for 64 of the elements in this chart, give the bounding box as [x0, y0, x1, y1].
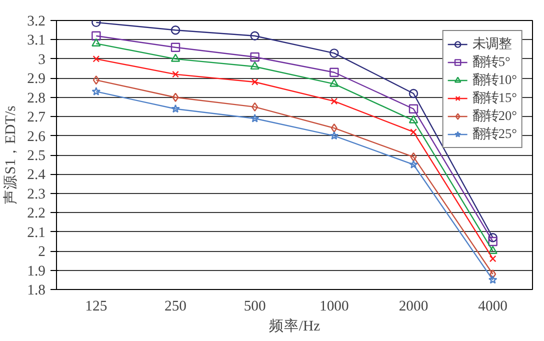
y-tick-label: 2.8 — [27, 90, 46, 106]
legend-label: 翻转20° — [472, 107, 517, 125]
y-tick-label: 3.1 — [27, 32, 46, 49]
x-tick-label: 500 — [244, 298, 266, 314]
y-tick-label: 1.8 — [27, 282, 46, 298]
point — [92, 56, 100, 62]
point — [410, 128, 417, 136]
point — [408, 88, 418, 98]
point — [92, 38, 101, 46]
y-tick-label: 2.4 — [27, 167, 46, 184]
point — [172, 92, 179, 102]
point — [490, 270, 496, 279]
x-tick-label: 250 — [164, 298, 186, 314]
y-tick-label: 3.2 — [27, 14, 46, 30]
point — [488, 236, 498, 246]
y-axis-title: 声源S1，EDT/s — [2, 105, 20, 204]
point — [92, 31, 101, 40]
point — [488, 246, 498, 254]
y-tick-label: 1.9 — [27, 263, 46, 280]
y-tick-label: 2.5 — [27, 148, 46, 164]
y-tick-label: 2.9 — [27, 71, 46, 88]
y-tick-label: 2 — [38, 244, 46, 260]
x-tick-label: 1000 — [320, 298, 349, 314]
y-tick-label: 2.2 — [27, 206, 46, 222]
legend-label: 翻转25° — [472, 125, 517, 143]
point — [408, 104, 418, 114]
y-tick-label: 2.1 — [27, 224, 46, 241]
x-tick-label: 4000 — [478, 298, 508, 314]
point — [409, 160, 418, 168]
legend-label: 翻转10° — [472, 71, 517, 89]
point — [330, 78, 339, 87]
point — [330, 98, 338, 105]
point — [410, 152, 417, 162]
point — [250, 61, 260, 70]
point — [408, 115, 418, 124]
point — [250, 52, 260, 62]
point — [170, 42, 180, 52]
point — [489, 255, 496, 262]
point — [330, 131, 339, 140]
legend-label: 翻转5° — [472, 53, 510, 71]
legend-label: 未调整 — [472, 35, 512, 53]
y-tick-label: 3 — [38, 52, 46, 68]
point — [172, 70, 179, 78]
legend-label: 翻转15° — [472, 89, 517, 107]
point — [250, 31, 260, 40]
x-tick-label: 125 — [85, 298, 108, 314]
point — [488, 233, 498, 242]
y-tick-label: 2.6 — [27, 128, 46, 145]
y-tick-label: 2.3 — [27, 186, 46, 202]
x-tick-label: 2000 — [398, 298, 428, 314]
point — [250, 114, 260, 122]
x-axis-title: 频率/Hz — [268, 318, 321, 334]
point — [330, 124, 338, 133]
y-tick-label: 2.7 — [27, 110, 46, 126]
point — [251, 78, 258, 86]
point — [171, 104, 180, 113]
point — [92, 86, 101, 96]
point — [252, 102, 258, 112]
point — [170, 26, 180, 35]
point — [92, 75, 100, 85]
point — [330, 48, 339, 58]
point — [488, 275, 498, 284]
point — [330, 68, 339, 77]
point — [170, 54, 180, 62]
